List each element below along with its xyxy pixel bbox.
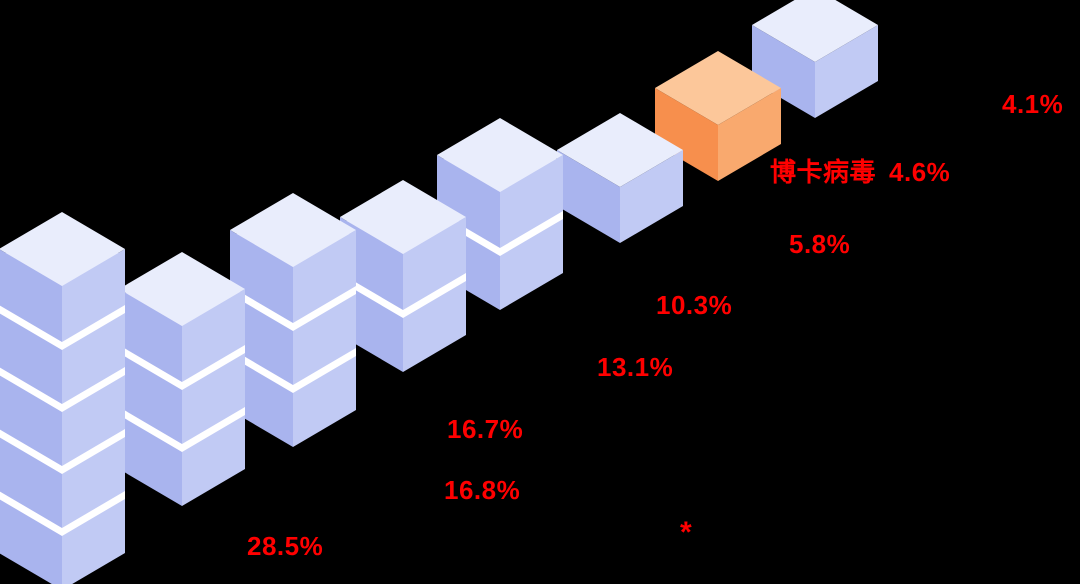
cube-right-face bbox=[293, 354, 356, 447]
cube bbox=[437, 118, 563, 248]
cube-right-face bbox=[62, 249, 125, 342]
percentage-text: 10.3% bbox=[656, 290, 733, 320]
category-label: 博卡病毒 bbox=[770, 157, 877, 187]
cube-right-face bbox=[62, 311, 125, 404]
cube bbox=[655, 51, 781, 181]
cube bbox=[119, 252, 245, 382]
cube-top-face bbox=[0, 212, 125, 286]
cube-left-face bbox=[0, 311, 62, 404]
cube-right-face bbox=[500, 217, 563, 310]
cube-left-face bbox=[230, 292, 293, 385]
cube-column-2 bbox=[119, 252, 245, 506]
cube-left-face bbox=[119, 351, 182, 444]
cube-left-face bbox=[752, 25, 815, 118]
cube-top-face bbox=[752, 0, 878, 62]
cube-left-face bbox=[557, 150, 620, 243]
cube-right-face bbox=[620, 150, 683, 243]
value-label-3: 16.7% bbox=[447, 415, 523, 444]
cube-left-face bbox=[230, 354, 293, 447]
cube-right-face bbox=[182, 289, 245, 382]
cube-right-face bbox=[500, 155, 563, 248]
cube-column-3 bbox=[230, 193, 356, 447]
cube-right-face bbox=[293, 230, 356, 323]
cube bbox=[230, 193, 356, 323]
cube-right-face bbox=[62, 435, 125, 528]
value-label-8: 4.1% bbox=[1002, 90, 1063, 119]
cube-column-6 bbox=[557, 113, 683, 243]
cube-right-face bbox=[718, 88, 781, 181]
percentage-text: 16.7% bbox=[447, 414, 524, 444]
cube-column-8 bbox=[752, 0, 878, 118]
percentage-text: 16.8% bbox=[444, 475, 521, 505]
value-label-5: 10.3% bbox=[656, 291, 732, 320]
value-label-7: 博卡病毒 4.6% bbox=[770, 158, 950, 187]
cube-left-face bbox=[655, 88, 718, 181]
cube-left-face bbox=[0, 249, 62, 342]
cube-left-face bbox=[230, 230, 293, 323]
percentage-text: 28.5% bbox=[247, 531, 324, 561]
cube-right-face bbox=[182, 351, 245, 444]
cube-right-face bbox=[403, 217, 466, 310]
cube-left-face bbox=[0, 373, 62, 466]
value-label-6: 5.8% bbox=[789, 230, 850, 259]
value-label-2: 16.8% bbox=[444, 476, 520, 505]
cube-column-1 bbox=[0, 212, 125, 584]
percentage-text: 13.1% bbox=[597, 352, 674, 382]
percentage-text: 5.8% bbox=[789, 229, 851, 259]
cube-right-face bbox=[62, 497, 125, 584]
cube-left-face bbox=[0, 497, 62, 584]
asterisk-annotation: * bbox=[680, 516, 692, 549]
cube bbox=[0, 212, 125, 342]
cube-left-face bbox=[119, 289, 182, 382]
cube-right-face bbox=[403, 279, 466, 372]
cube-left-face bbox=[437, 155, 500, 248]
cube-left-face bbox=[0, 435, 62, 528]
cube-right-face bbox=[815, 25, 878, 118]
cube-left-face bbox=[119, 413, 182, 506]
percentage-text: 4.1% bbox=[1002, 89, 1064, 119]
cube bbox=[752, 0, 878, 118]
cube-right-face bbox=[62, 373, 125, 466]
cube-right-face bbox=[182, 413, 245, 506]
cube-column-7-highlighted bbox=[655, 51, 781, 181]
cube-right-face bbox=[293, 292, 356, 385]
value-label-4: 13.1% bbox=[597, 353, 673, 382]
value-label-1: 28.5% bbox=[247, 532, 323, 561]
percentage-text: 4.6% bbox=[889, 157, 951, 187]
cube-column-4 bbox=[340, 180, 466, 372]
cube bbox=[557, 113, 683, 243]
